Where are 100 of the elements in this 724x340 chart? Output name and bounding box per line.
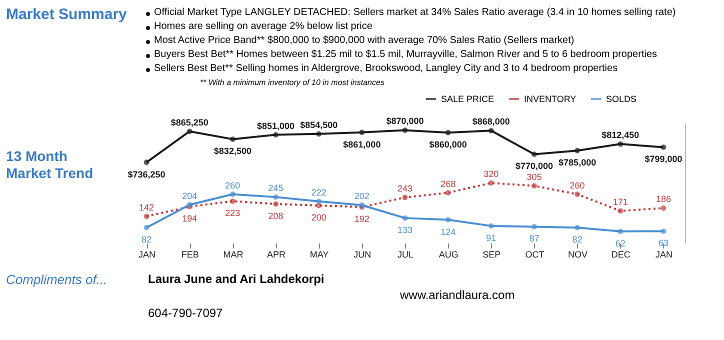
point xyxy=(618,141,624,147)
point xyxy=(230,136,236,142)
text: Sellers Best Bet** Selling homes in Aldergrove, Brookswood, Langley City and 3 to 4 bedroom properties xyxy=(154,63,618,74)
point xyxy=(230,192,236,197)
data-label: $812,450 xyxy=(602,130,640,140)
data-label: 222 xyxy=(311,187,326,198)
point xyxy=(144,214,150,220)
data-label: $770,000 xyxy=(515,161,554,172)
data-label: 320 xyxy=(484,169,499,179)
data-label: 133 xyxy=(397,225,413,236)
data-label: 305 xyxy=(526,172,542,182)
x-tick-label: AUG xyxy=(438,250,458,260)
text: Laura June and Ari Lahdekorpi xyxy=(148,272,324,286)
data-label: 142 xyxy=(139,202,154,212)
point xyxy=(316,198,322,204)
point xyxy=(144,160,150,166)
point xyxy=(488,180,494,186)
point xyxy=(574,148,580,154)
data-label: 82 xyxy=(572,234,582,245)
point xyxy=(531,224,537,230)
point xyxy=(531,151,537,157)
data-label: $860,000 xyxy=(429,140,467,150)
x-tick-label: JAN xyxy=(655,250,672,260)
data-label: $851,000 xyxy=(256,120,295,131)
text: Compliments of... xyxy=(6,272,108,287)
data-label: 260 xyxy=(570,180,585,190)
text: Official Market Type LANGLEY DETACHED: Sellers market at 34% Sales Ratio average (3.4 in 10 homes selling rate) xyxy=(154,7,676,18)
data-label: 223 xyxy=(225,208,240,218)
text: 604-790-7097 xyxy=(148,306,223,320)
data-label: $868,000 xyxy=(472,116,510,127)
point xyxy=(660,144,666,150)
point xyxy=(402,215,408,221)
x-tick-label: OCT xyxy=(525,250,545,260)
data-label: 268 xyxy=(440,178,456,189)
chart-title: Market Summary xyxy=(6,6,127,23)
point xyxy=(445,190,451,196)
point xyxy=(488,223,494,229)
data-label: 202 xyxy=(354,191,370,202)
x-tick-label: SEP xyxy=(482,250,501,260)
data-label: 243 xyxy=(397,183,413,194)
data-label: 87 xyxy=(529,234,540,244)
point xyxy=(488,128,494,134)
data-label: $865,250 xyxy=(170,117,208,128)
data-label: 200 xyxy=(311,212,326,222)
point xyxy=(445,217,451,222)
data-label: 62 xyxy=(615,238,626,248)
data-label: $854,500 xyxy=(300,120,338,130)
data-label: 82 xyxy=(142,234,152,245)
point xyxy=(574,192,580,197)
data-label: $870,000 xyxy=(386,116,424,126)
text: www.ariandlaura.com xyxy=(400,288,515,302)
x-tick-label: NOV xyxy=(568,250,588,260)
data-label: 186 xyxy=(656,194,671,204)
text: ** With a minimum inventory of 10 in most instances xyxy=(200,78,384,87)
point xyxy=(445,130,451,136)
point xyxy=(144,224,150,230)
point xyxy=(531,183,537,189)
data-label: 194 xyxy=(182,214,198,224)
point xyxy=(618,228,624,234)
x-tick-label: JUN xyxy=(354,250,372,260)
point xyxy=(273,132,279,138)
point xyxy=(316,131,322,137)
data-label: $785,000 xyxy=(558,158,596,168)
point xyxy=(660,205,666,211)
point xyxy=(402,194,408,200)
legend-label: INVENTORY xyxy=(524,94,576,104)
data-label: $799,000 xyxy=(644,154,682,164)
data-label: 260 xyxy=(225,180,240,190)
x-tick-label: JAN xyxy=(138,250,156,260)
point xyxy=(402,127,408,133)
point xyxy=(359,130,365,136)
data-label: 91 xyxy=(486,232,496,243)
point xyxy=(273,201,279,207)
legend-label: SALE PRICE xyxy=(441,94,494,104)
point xyxy=(230,198,236,204)
data-label: 208 xyxy=(268,211,284,221)
data-label: 171 xyxy=(612,196,628,207)
data-label: 124 xyxy=(440,226,456,237)
text: Homes are selling on average 2% below list price xyxy=(154,21,372,32)
data-label: 63 xyxy=(658,238,668,248)
data-label: $861,000 xyxy=(343,139,381,150)
x-tick-label: DEC xyxy=(611,250,631,260)
point xyxy=(660,228,666,234)
point xyxy=(574,224,580,230)
x-tick-label: JUL xyxy=(397,250,414,260)
data-label: $832,500 xyxy=(214,146,252,156)
text: Most Active Price Band** $800,000 to $900,000 with average 70% Sales Ratio (Sellers market) xyxy=(154,35,574,46)
data-label: $736,250 xyxy=(128,169,166,180)
x-tick-label: MAR xyxy=(223,250,244,260)
x-tick-label: MAY xyxy=(310,250,329,260)
x-tick-label: APR xyxy=(267,250,286,260)
point xyxy=(273,194,279,200)
data-label: 192 xyxy=(354,214,370,224)
text: 13 Month Market Trend xyxy=(6,148,94,182)
data-label: 245 xyxy=(268,183,284,194)
point xyxy=(618,208,624,214)
text: Buyers Best Bet** Homes between $1.25 mil to $1.5 mil, Murrayville, Salmon River and 5 to 6 bedroom properties xyxy=(154,49,658,60)
x-tick-label: FEB xyxy=(181,250,199,260)
data-label: 204 xyxy=(182,190,198,201)
legend-label: SOLDS xyxy=(606,94,637,104)
